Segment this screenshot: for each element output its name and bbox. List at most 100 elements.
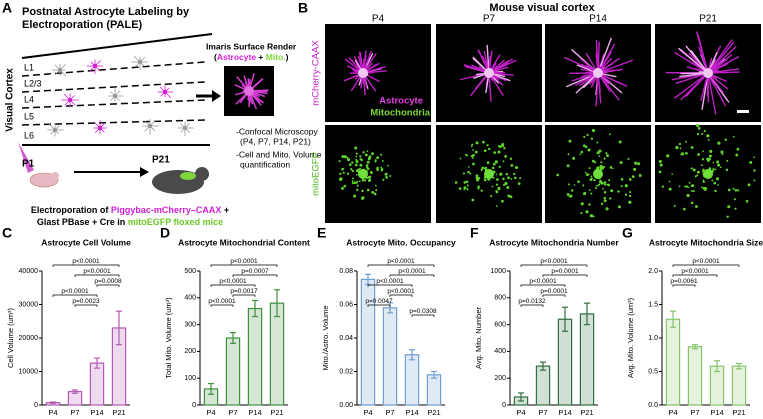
- mitochondrion: [695, 205, 698, 208]
- mitochondrion: [600, 181, 604, 185]
- mitochondrion: [481, 166, 485, 170]
- mitochondrion: [357, 168, 360, 172]
- mitochondrion: [477, 187, 480, 190]
- mitochondrion: [579, 153, 582, 156]
- layer-label: L4: [24, 94, 34, 104]
- mitochondrion: [605, 207, 609, 211]
- x-tick-label: P7: [385, 408, 394, 417]
- cell-body: [92, 63, 98, 69]
- bar: [382, 307, 398, 406]
- mito-cluster: [703, 169, 713, 179]
- y-tick-label: 0.08: [339, 268, 353, 275]
- mitochondrion: [679, 147, 682, 150]
- mitochondrion: [467, 166, 470, 168]
- mitochondrion: [371, 191, 375, 194]
- p-value: p<0.0001: [387, 258, 415, 265]
- mito-cluster: [593, 169, 603, 179]
- mitochondrion: [714, 168, 717, 171]
- render-subtitle: (Astrocyte + Mito.): [214, 52, 289, 62]
- method-text: (P4, P7, P14, P21): [240, 136, 311, 146]
- significance-bracket: [367, 304, 391, 307]
- mitochondrion: [497, 187, 501, 190]
- mitochondrion: [704, 187, 708, 190]
- mitochondrion: [463, 181, 467, 184]
- mitochondrion: [702, 186, 706, 190]
- mitochondrion: [678, 185, 681, 188]
- y-tick-label: 200: [494, 375, 506, 382]
- mitochondrion: [375, 189, 378, 192]
- mitochondrion: [384, 172, 388, 176]
- mitochondrion: [568, 139, 572, 143]
- mitochondrion: [458, 187, 462, 190]
- mitochondrion: [496, 205, 498, 207]
- p-value: p<0.0001: [681, 268, 709, 275]
- mitochondrion: [590, 192, 593, 195]
- cell-body: [147, 123, 153, 129]
- labeled-region: [180, 172, 196, 180]
- column-label: P14: [589, 14, 607, 25]
- astrocyte-soma: [593, 68, 603, 78]
- mitochondrion: [466, 184, 469, 187]
- mitochondrion: [580, 212, 583, 215]
- significance-bracket: [52, 294, 98, 297]
- astrocyte-process: [595, 72, 599, 107]
- x-tick-label: P4: [516, 408, 525, 417]
- y-tick-label: 100: [184, 375, 196, 382]
- text-part: mitoEGFP floxed mice: [128, 217, 223, 227]
- mitochondrion: [618, 140, 622, 144]
- mitochondrion: [685, 185, 689, 188]
- mitochondrion: [346, 156, 349, 159]
- mitochondrion: [353, 194, 357, 198]
- mitochondrion: [491, 167, 494, 169]
- mitochondrion: [582, 184, 585, 187]
- x-tick-label: P7: [538, 408, 547, 417]
- mitochondrion: [703, 129, 706, 133]
- mitochondrion: [591, 159, 595, 163]
- panel-title: Mouse visual cortex: [489, 2, 595, 14]
- x-tick-label: P14: [248, 408, 261, 417]
- age-label: P21: [152, 155, 170, 166]
- significance-bracket: [210, 284, 256, 287]
- mitochondrion: [507, 176, 510, 180]
- mitochondrion: [364, 153, 368, 157]
- mitochondrion: [686, 193, 690, 198]
- mitochondrion: [351, 169, 354, 173]
- mitochondrion: [356, 188, 359, 192]
- mito-cluster: [358, 169, 368, 179]
- y-tick-label: 400: [184, 295, 196, 302]
- mitochondrion: [628, 178, 632, 181]
- mitochondrion: [692, 168, 696, 172]
- y-tick-label: 0: [192, 402, 196, 409]
- astrocyte-process: [674, 51, 709, 74]
- p-value: p=0.0061: [670, 278, 698, 285]
- mitochondrion: [610, 189, 614, 193]
- layer-line: [21, 81, 206, 93]
- mitochondrion: [628, 200, 632, 204]
- astrocyte-soma: [358, 68, 368, 78]
- mitochondrion: [502, 177, 505, 181]
- mitochondrion: [385, 176, 388, 179]
- mitochondrion: [713, 181, 717, 185]
- mitochondrion: [690, 184, 693, 187]
- y-axis-label: Avg. Mito. Number: [474, 307, 483, 369]
- p-value: p=0.0001: [540, 288, 568, 295]
- mitochondrion: [673, 204, 676, 207]
- significance-bracket: [367, 284, 413, 287]
- astrocyte-soma: [484, 68, 494, 78]
- mitochondrion: [488, 147, 491, 151]
- render-soma: [244, 86, 254, 96]
- mitochondrion: [363, 179, 367, 182]
- mitochondrion: [355, 173, 358, 176]
- mitochondrion: [659, 163, 663, 167]
- significance-bracket: [96, 284, 120, 287]
- mitochondrion: [696, 123, 700, 128]
- significance-bracket: [52, 264, 120, 267]
- mitochondrion: [471, 143, 474, 146]
- astrocyte-soma: [703, 68, 713, 78]
- mitochondrion: [376, 166, 379, 170]
- mitochondrion: [707, 138, 710, 141]
- mitochondrion: [486, 144, 489, 147]
- astrocyte-process: [685, 72, 709, 98]
- chart-title: Astrocyte Cell Volume: [41, 237, 131, 247]
- mitochondrion: [603, 181, 607, 184]
